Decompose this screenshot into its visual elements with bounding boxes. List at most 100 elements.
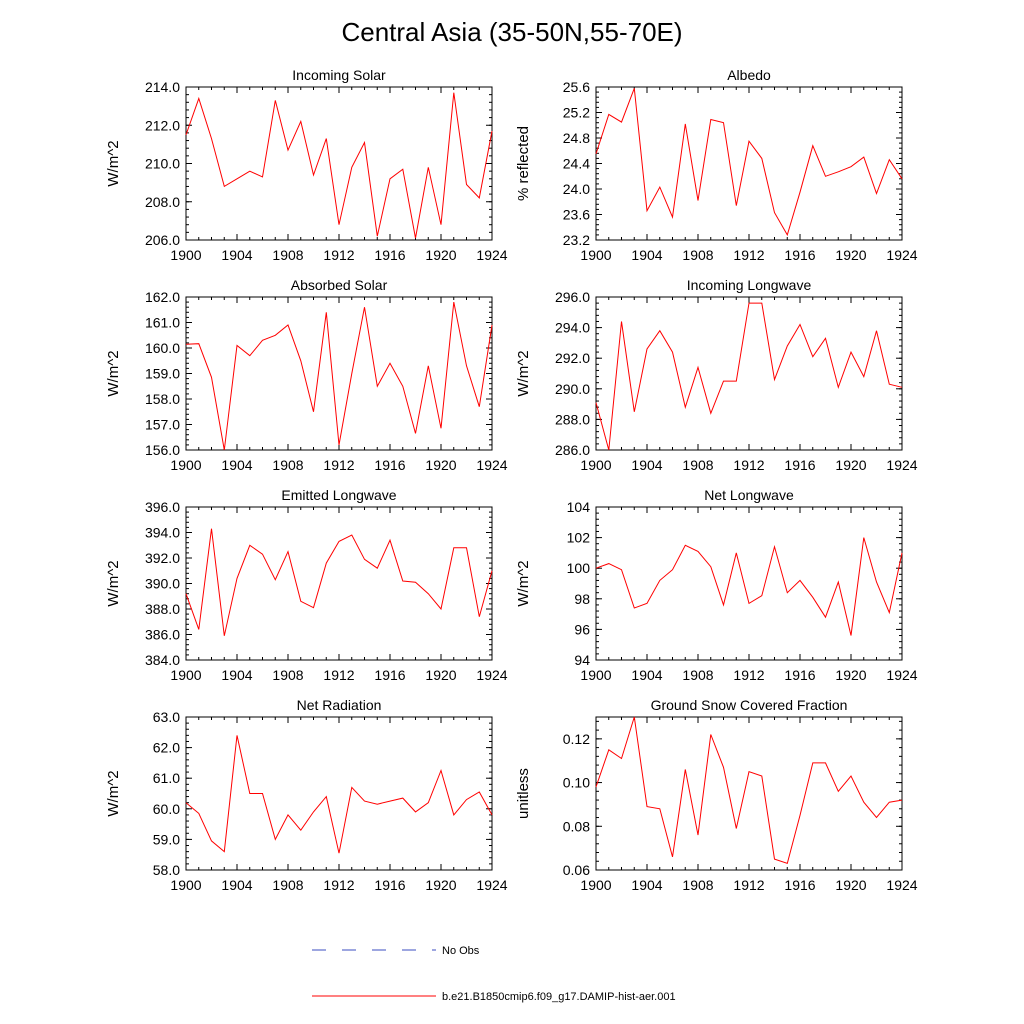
y-tick-label: 159.0: [145, 366, 180, 382]
y-tick-label: 390.0: [145, 576, 180, 592]
x-tick-label: 1916: [374, 877, 405, 893]
x-tick-label: 1912: [323, 457, 354, 473]
y-tick-label: 392.0: [145, 550, 180, 566]
x-tick-label: 1908: [272, 667, 303, 683]
chart-panel-5: Net Longwave W/m^2 1900 1904 1908 1912 1916 192…: [515, 487, 918, 683]
y-tick-label: 288.0: [555, 411, 590, 427]
x-tick-label: 1912: [733, 247, 764, 263]
x-tick-label: 1916: [784, 877, 815, 893]
x-tick-label: 1920: [835, 247, 866, 263]
y-tick-label: 396.0: [145, 499, 180, 515]
y-tick-label: 62.0: [153, 740, 180, 756]
x-tick-label: 1900: [580, 877, 611, 893]
x-tick-label: 1900: [580, 667, 611, 683]
x-tick-label: 1900: [170, 667, 201, 683]
y-tick-label: 161.0: [145, 315, 180, 331]
series-line: [595, 716, 903, 865]
x-tick-label: 1908: [272, 877, 303, 893]
panel-title: Net Longwave: [704, 487, 794, 503]
x-tick-label: 1900: [580, 247, 611, 263]
panel-title: Absorbed Solar: [291, 277, 388, 293]
y-tick-label: 98: [574, 591, 590, 607]
x-tick-label: 1916: [374, 457, 405, 473]
chart-panel-2: Absorbed Solar W/m^2 1900 1904 1908 1912 1916 1…: [105, 277, 508, 473]
x-tick-label: 1924: [476, 667, 507, 683]
y-tick-label: 100: [567, 560, 591, 576]
plot-frame: [595, 716, 903, 871]
plot-frame: [185, 716, 493, 871]
x-tick-label: 1912: [323, 877, 354, 893]
chart-panel-4: Emitted Longwave W/m^2 1900 1904 1908 1912 191…: [105, 487, 508, 683]
y-tick-label: 162.0: [145, 289, 180, 305]
x-tick-label: 1904: [631, 667, 662, 683]
x-tick-label: 1900: [170, 247, 201, 263]
y-tick-label: 394.0: [145, 525, 180, 541]
x-tick-label: 1924: [886, 457, 917, 473]
y-tick-label: 160.0: [145, 340, 180, 356]
y-tick-label: 386.0: [145, 627, 180, 643]
y-tick-label: 208.0: [145, 194, 180, 210]
x-tick-label: 1904: [221, 247, 252, 263]
x-tick-label: 1920: [425, 457, 456, 473]
y-tick-label: 25.2: [563, 105, 590, 121]
x-tick-label: 1904: [631, 457, 662, 473]
y-axis-label: W/m^2: [105, 770, 122, 816]
y-tick-label: 0.06: [563, 862, 590, 878]
y-axis-label: W/m^2: [515, 560, 532, 606]
y-tick-label: 24.8: [563, 130, 590, 146]
figure-title: Central Asia (35-50N,55-70E): [341, 17, 682, 47]
y-axis-label: W/m^2: [105, 560, 122, 606]
y-tick-label: 96: [574, 621, 590, 637]
x-tick-label: 1908: [682, 877, 713, 893]
y-tick-label: 388.0: [145, 601, 180, 617]
x-tick-label: 1904: [221, 667, 252, 683]
y-tick-label: 24.0: [563, 181, 590, 197]
x-tick-label: 1908: [682, 667, 713, 683]
panel-title: Ground Snow Covered Fraction: [651, 697, 848, 713]
y-tick-label: 23.6: [563, 207, 590, 223]
y-tick-label: 94: [574, 652, 590, 668]
x-tick-label: 1912: [323, 667, 354, 683]
panel-title: Incoming Solar: [292, 67, 386, 83]
chart-panel-7: Ground Snow Covered Fraction unitless 1900…: [515, 697, 918, 893]
y-tick-label: 60.0: [153, 801, 180, 817]
chart-panels: Incoming Solar W/m^2 1900 1904 1908 1912 1916 1…: [105, 67, 918, 893]
y-tick-label: 102: [567, 530, 591, 546]
plot-frame: [595, 506, 903, 661]
y-tick-label: 59.0: [153, 831, 180, 847]
y-axis-label: % reflected: [515, 126, 532, 201]
y-tick-label: 25.6: [563, 79, 590, 95]
x-tick-label: 1912: [733, 667, 764, 683]
x-tick-label: 1912: [323, 247, 354, 263]
chart-panel-0: Incoming Solar W/m^2 1900 1904 1908 1912 1916 1…: [105, 67, 508, 263]
x-tick-label: 1920: [835, 667, 866, 683]
y-axis-label: W/m^2: [105, 350, 122, 396]
series-line: [185, 302, 493, 451]
y-tick-label: 286.0: [555, 442, 590, 458]
x-tick-label: 1920: [835, 877, 866, 893]
x-tick-label: 1920: [425, 247, 456, 263]
y-tick-label: 158.0: [145, 391, 180, 407]
x-tick-label: 1916: [784, 247, 815, 263]
series-line: [185, 92, 493, 239]
y-tick-label: 157.0: [145, 417, 180, 433]
y-tick-label: 296.0: [555, 289, 590, 305]
y-tick-label: 24.4: [563, 156, 590, 172]
y-tick-label: 0.10: [563, 775, 590, 791]
x-tick-label: 1912: [733, 457, 764, 473]
series-line: [185, 735, 493, 854]
x-tick-label: 1908: [272, 457, 303, 473]
y-axis-label: unitless: [515, 768, 532, 819]
panel-title: Emitted Longwave: [281, 487, 396, 503]
y-tick-label: 210.0: [145, 156, 180, 172]
panel-title: Albedo: [727, 67, 771, 83]
y-tick-label: 214.0: [145, 79, 180, 95]
x-tick-label: 1904: [631, 877, 662, 893]
x-tick-label: 1924: [476, 247, 507, 263]
chart-panel-3: Incoming Longwave W/m^2 1900 1904 1908 1912 19…: [515, 277, 918, 473]
y-axis-label: W/m^2: [105, 140, 122, 186]
series-line: [185, 528, 493, 636]
x-tick-label: 1904: [221, 457, 252, 473]
x-tick-label: 1916: [784, 667, 815, 683]
